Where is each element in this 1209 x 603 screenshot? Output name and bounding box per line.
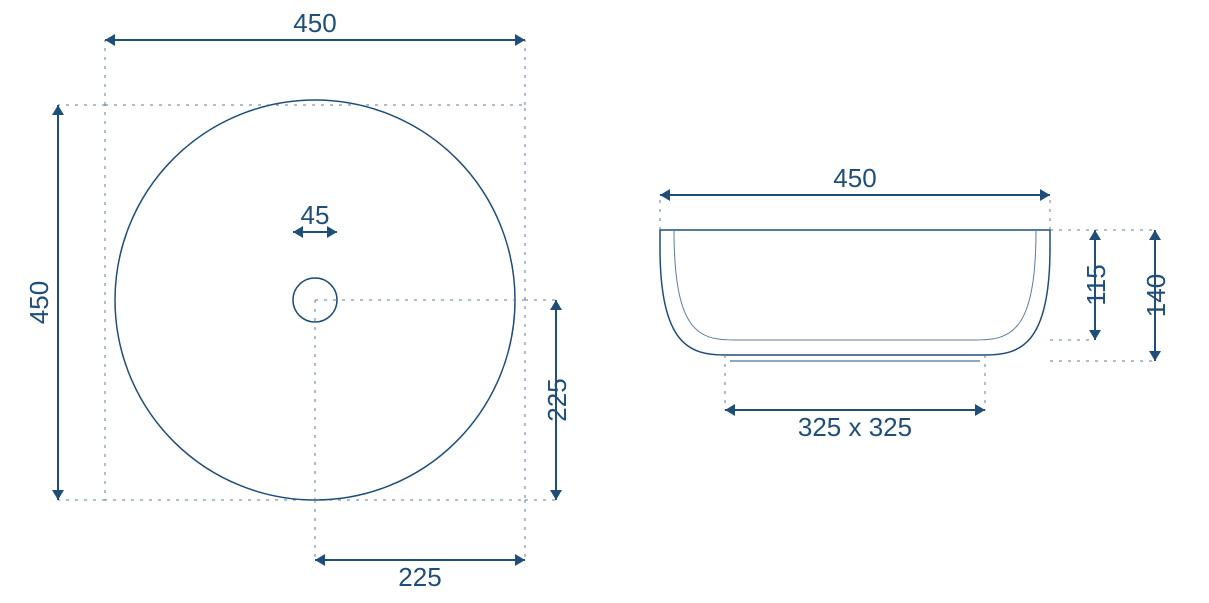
- dim-side-outer-h-label: 140: [1141, 274, 1171, 317]
- dim-side-inner-h-label: 115: [1081, 264, 1111, 305]
- dim-plan-width-label: 450: [293, 8, 336, 38]
- dim-side-width-label: 450: [833, 163, 876, 193]
- basin-side-outer: [660, 230, 1050, 355]
- basin-side-inner: [674, 230, 1036, 340]
- dim-half-h-label: 225: [398, 562, 441, 592]
- dim-half-v-label: 225: [542, 378, 572, 421]
- dim-plan-height-label: 450: [24, 281, 54, 324]
- dim-drain-label: 45: [301, 200, 330, 230]
- dim-side-base-label: 325 x 325: [798, 412, 912, 442]
